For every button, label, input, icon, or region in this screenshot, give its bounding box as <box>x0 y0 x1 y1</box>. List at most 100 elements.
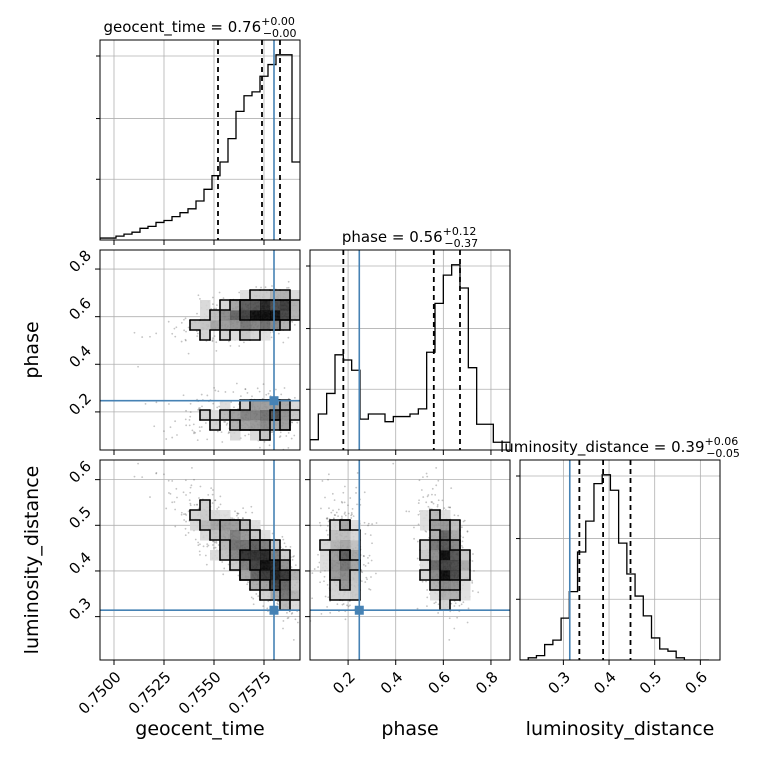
density-cell <box>220 300 231 311</box>
sample-point <box>217 390 220 393</box>
sample-point <box>453 514 456 517</box>
hist-grid-luminosity_distance <box>520 460 720 660</box>
density-cell <box>450 570 461 581</box>
sample-point <box>278 436 281 439</box>
sample-point <box>167 320 170 323</box>
sample-point <box>185 520 187 523</box>
sample-point <box>200 426 203 428</box>
sample-point <box>320 507 322 510</box>
density-cell <box>240 550 251 561</box>
density-cell <box>250 570 261 581</box>
density-cell <box>260 410 271 421</box>
sample-point <box>426 475 429 478</box>
y-tick-label-luminosity_distance: 0.6 <box>65 457 95 487</box>
sample-point <box>180 511 183 514</box>
sample-point <box>171 480 174 482</box>
density-cell <box>220 540 231 551</box>
sample-point <box>212 337 214 340</box>
sample-point <box>349 497 352 499</box>
density-cell <box>230 410 241 421</box>
sample-point <box>321 480 324 482</box>
y-tick-label-luminosity_distance: 0.4 <box>65 548 95 578</box>
density-cell <box>240 400 251 411</box>
sample-point <box>194 538 197 541</box>
sample-point <box>241 517 244 520</box>
sample-point <box>416 557 419 560</box>
density-cell <box>450 520 461 531</box>
sample-point <box>335 511 338 514</box>
sample-point <box>237 517 240 519</box>
sample-point <box>341 501 344 504</box>
sample-point <box>466 530 469 533</box>
sample-point <box>197 294 200 297</box>
sample-point <box>189 486 192 489</box>
density-cell <box>290 570 300 581</box>
sample-point <box>443 507 446 510</box>
density-cell <box>190 320 201 331</box>
panel-frame-geocent_time-phase <box>99 249 301 451</box>
sample-point <box>237 512 240 515</box>
sample-point <box>211 296 214 299</box>
sample-point <box>441 499 444 502</box>
density-cell <box>350 590 361 601</box>
sample-point <box>274 388 277 391</box>
density-cell <box>250 430 261 441</box>
sample-point <box>168 492 170 494</box>
sample-point <box>192 423 195 426</box>
density-cell <box>460 560 471 571</box>
sample-point <box>437 612 440 614</box>
density-cell <box>460 580 471 591</box>
sample-point <box>435 484 438 487</box>
density-cell <box>430 540 441 551</box>
sample-point <box>427 494 430 496</box>
density-cell <box>290 590 300 601</box>
sample-point <box>350 514 352 517</box>
density-cell <box>260 430 271 441</box>
sample-point <box>325 529 328 532</box>
sample-point <box>269 390 271 392</box>
sample-point <box>187 510 190 513</box>
sample-point <box>285 435 288 437</box>
density-cell <box>350 520 361 531</box>
sample-point <box>367 524 369 527</box>
sample-point <box>196 439 199 442</box>
x-tick-label-luminosity_distance: 0.5 <box>636 668 666 698</box>
sample-point <box>212 402 215 405</box>
sample-point <box>436 503 439 506</box>
density-cell <box>220 320 231 331</box>
sample-point <box>426 589 429 591</box>
density-cell <box>250 580 261 591</box>
density-cell <box>420 540 431 551</box>
density-cell <box>220 410 231 421</box>
sample-point <box>227 431 230 434</box>
sample-point <box>189 415 192 418</box>
density-cell <box>440 510 451 521</box>
sample-point <box>293 323 296 326</box>
density-cell <box>250 310 261 321</box>
density-cell <box>230 330 241 341</box>
sample-point <box>279 431 282 434</box>
grid-geocent_time-luminosity_distance <box>100 460 300 660</box>
sample-point <box>282 620 285 622</box>
density-cell <box>440 560 451 571</box>
sample-point <box>471 560 474 562</box>
sample-point <box>133 475 136 478</box>
sample-point <box>153 425 156 428</box>
sample-point <box>198 426 201 429</box>
density-cell <box>230 550 241 561</box>
density-geocent_time-phase <box>133 280 300 450</box>
density-cell <box>270 420 281 431</box>
sample-point <box>366 578 368 581</box>
sample-point <box>219 495 222 498</box>
sample-point <box>291 612 294 614</box>
sample-point <box>287 280 290 283</box>
sample-point <box>430 501 433 503</box>
histogram-luminosity_distance <box>520 474 710 660</box>
density-cell <box>210 420 221 431</box>
sample-point <box>427 505 430 508</box>
sample-point <box>155 472 158 475</box>
sample-point <box>364 565 367 567</box>
density-cell <box>340 550 351 561</box>
sample-point <box>290 612 293 615</box>
y-axis-label-phase: phase <box>21 321 43 378</box>
